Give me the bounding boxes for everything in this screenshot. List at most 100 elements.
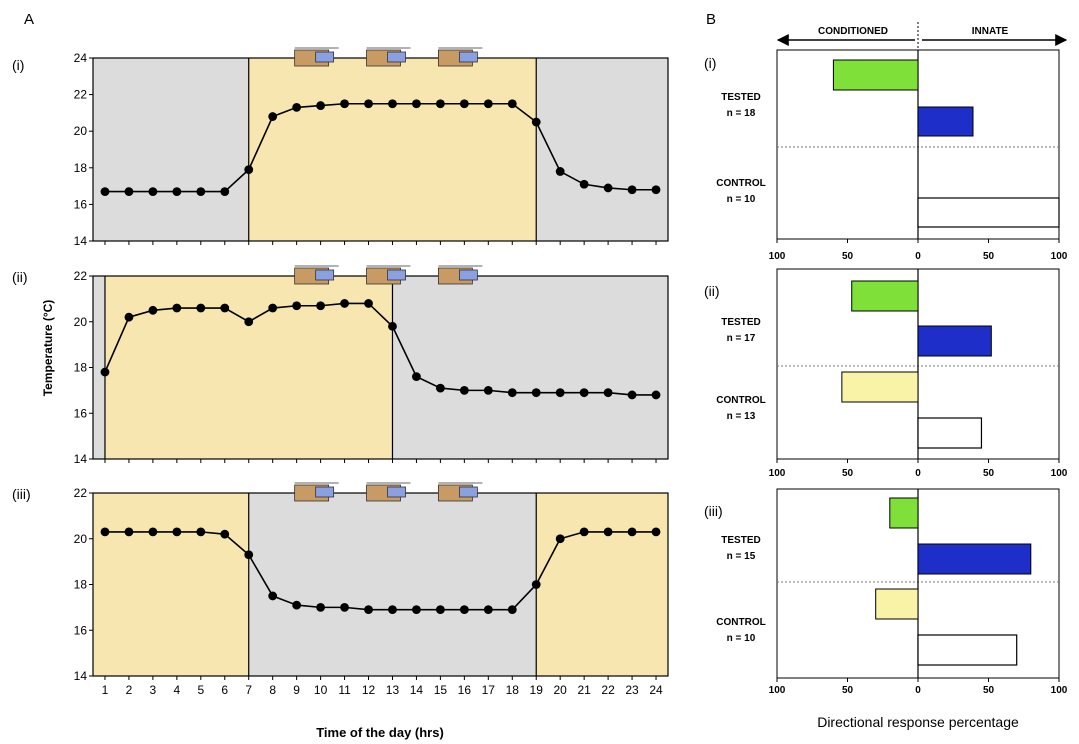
night-period xyxy=(248,493,537,676)
x-tick-label: 100 xyxy=(1051,468,1068,479)
x-tick-label: 12 xyxy=(362,683,376,697)
x-tick-label: 0 xyxy=(915,685,921,696)
temperature-point xyxy=(388,321,397,331)
training-session-icon xyxy=(366,47,411,67)
temperature-point xyxy=(244,165,254,175)
subpanel-label: (iii) xyxy=(704,503,723,519)
x-tick-label: 19 xyxy=(530,683,544,697)
temperature-point xyxy=(148,305,158,315)
temperature-point xyxy=(627,527,637,537)
training-session-icon xyxy=(437,47,483,67)
temperature-point xyxy=(412,605,421,615)
x-tick-label: 0 xyxy=(915,468,921,479)
night-period xyxy=(93,58,249,241)
temperature-point xyxy=(435,99,445,109)
temperature-point xyxy=(172,187,182,196)
night-period xyxy=(93,276,105,459)
x-tick-label: 20 xyxy=(554,683,568,697)
x-tick-label: 50 xyxy=(842,251,854,262)
temperature-point xyxy=(364,99,373,109)
x-tick-label: 22 xyxy=(601,683,615,697)
x-tick-label: 3 xyxy=(150,683,157,697)
panel-b-letter: B xyxy=(706,11,716,28)
session-box-light xyxy=(458,51,478,63)
bar-control-innate xyxy=(917,634,1018,666)
x-tick-label: 1 xyxy=(102,683,109,697)
group-n-control: n = 10 xyxy=(727,633,756,644)
temperature-point xyxy=(651,185,661,195)
training-session-icon xyxy=(294,265,339,285)
temperature-point xyxy=(483,605,493,615)
session-box-light xyxy=(458,269,478,281)
temperature-point xyxy=(459,99,469,109)
temperature-point xyxy=(340,602,349,612)
group-n-tested: n = 18 xyxy=(727,108,756,119)
temperature-point xyxy=(579,179,589,189)
bar-tested-innate xyxy=(917,106,974,137)
x-tick-label: 50 xyxy=(842,685,854,696)
temperature-point xyxy=(412,372,421,382)
y-tick-label: 18 xyxy=(74,578,88,592)
temperature-point xyxy=(531,580,541,589)
temperature-point xyxy=(316,602,326,612)
temperature-point xyxy=(268,591,278,601)
temperature-point xyxy=(435,605,445,615)
bar-tested-conditioned xyxy=(851,280,919,312)
x-tick-label: 50 xyxy=(983,685,995,696)
training-session-icon xyxy=(437,265,483,285)
temperature-point xyxy=(651,390,661,400)
x-tick-label: 23 xyxy=(625,683,639,697)
temperature-point xyxy=(124,527,134,537)
day-period xyxy=(93,493,249,676)
temperature-point xyxy=(172,527,182,537)
bar-control-innate xyxy=(917,417,983,449)
temperature-point xyxy=(220,187,230,196)
temperature-point xyxy=(507,605,517,615)
temperature-point xyxy=(244,550,254,560)
x-tick-label: 4 xyxy=(174,683,181,697)
temperature-point xyxy=(100,187,110,196)
subpanel-label: (iii) xyxy=(12,486,31,502)
training-session-icon xyxy=(366,482,411,502)
temperature-point xyxy=(340,299,349,308)
training-session-icon xyxy=(294,482,339,502)
panel-b-xlabel: Directional response percentage xyxy=(817,714,1019,730)
temperature-point xyxy=(340,99,349,109)
conditioned-header: CONDITIONED xyxy=(818,26,888,37)
x-tick-label: 2 xyxy=(126,683,133,697)
group-label-tested: TESTED xyxy=(721,92,760,103)
temperature-point xyxy=(412,99,421,109)
temperature-point xyxy=(603,388,613,398)
response-chart-3: TESTED n = 15 CONTROL n = 10 100 50 0 50 100 (iii… xyxy=(704,488,1068,696)
temperature-point xyxy=(555,388,565,398)
x-tick-label: 17 xyxy=(482,683,496,697)
training-session-icon xyxy=(294,47,339,67)
y-tick-label: 20 xyxy=(74,124,88,138)
x-tick-label: 50 xyxy=(983,251,995,262)
temperature-point xyxy=(579,388,589,398)
x-tick-label: 8 xyxy=(269,683,276,697)
temperature-point xyxy=(459,385,469,395)
y-tick-label: 18 xyxy=(74,361,88,375)
panel-a-xlabel: Time of the day (hrs) xyxy=(316,725,444,740)
x-tick-label: 10 xyxy=(314,683,328,697)
temperature-point xyxy=(148,527,158,537)
temperature-point xyxy=(603,183,613,193)
group-label-control: CONTROL xyxy=(716,178,765,189)
temperature-point xyxy=(268,303,278,313)
bar-tested-conditioned xyxy=(832,59,919,91)
temperature-point xyxy=(196,527,206,537)
night-period xyxy=(392,276,668,459)
group-n-tested: n = 17 xyxy=(727,333,756,344)
x-tick-label: 14 xyxy=(410,683,424,697)
x-tick-label: 6 xyxy=(221,683,228,697)
temperature-point xyxy=(196,187,206,196)
temperature-point xyxy=(292,600,302,610)
temperature-point xyxy=(316,101,326,110)
bar-tested-innate xyxy=(917,325,992,357)
temperature-point xyxy=(507,99,517,109)
session-box-light xyxy=(387,269,406,281)
subpanel-label: (i) xyxy=(12,57,24,73)
temperature-point xyxy=(172,303,182,313)
